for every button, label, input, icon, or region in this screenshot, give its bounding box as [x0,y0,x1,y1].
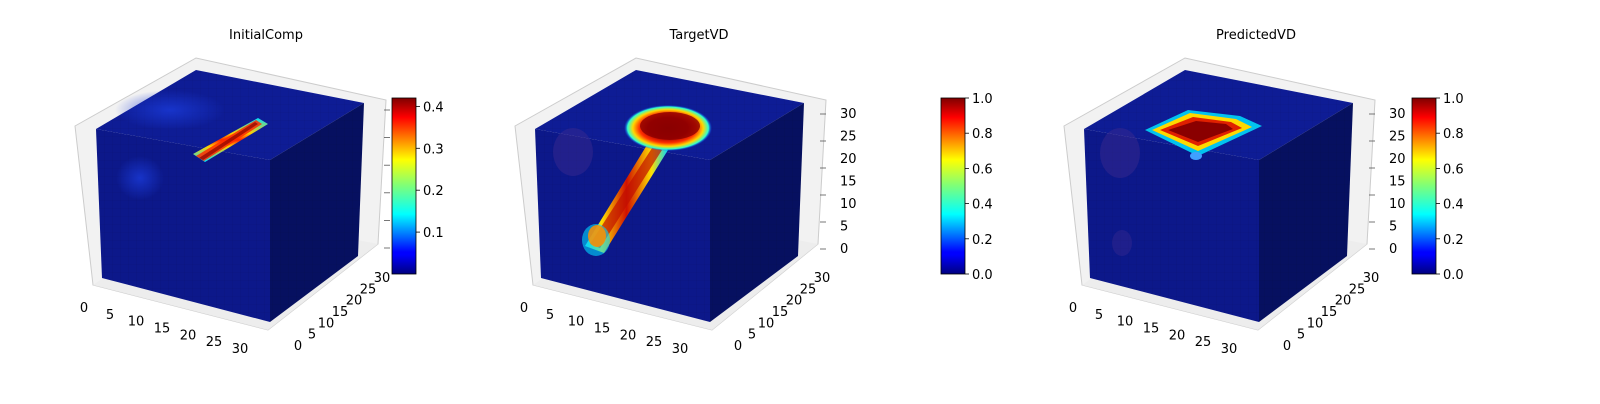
y-tick-label: 25 [1349,282,1366,297]
x-tick-label: 20 [1169,328,1186,343]
z-tick-label: 10 [840,197,857,212]
x-tick-label: 25 [206,335,223,350]
chart-title: TargetVD [668,28,728,43]
y-tick-label: 10 [318,316,335,331]
z-tick-label: 30 [1389,107,1406,122]
y-tick-label: 15 [332,305,349,320]
volume-region [1145,110,1262,160]
z-tick-label: 5 [840,220,848,235]
colorbar-tick-label: 0.8 [1443,127,1464,142]
volume-region [582,105,712,256]
colorbar-tick-label: 0.2 [423,184,444,199]
x-tick-label: 30 [1221,342,1238,357]
x-tick-label: 10 [568,315,585,330]
colorbar [940,97,966,275]
y-tick-label: 15 [1321,305,1338,320]
y-tick-label: 5 [748,328,756,343]
colorbar-tick-label: 0.2 [972,233,993,248]
y-tick-label: 20 [1335,294,1352,309]
z-tick-label: 30 [840,107,857,122]
x-tick-label: 20 [180,328,197,343]
colorbar-tick-label: 0.4 [1443,198,1464,213]
y-tick-label: 30 [814,271,831,286]
y-tick-label: 15 [772,305,789,320]
z-tick-label: 10 [1389,197,1406,212]
x-tick-label: 15 [154,322,171,337]
colorbar-tick-label: 0.2 [1443,233,1464,248]
x-tick-label: 25 [646,335,663,350]
x-tick-label: 10 [1117,315,1134,330]
y-tick-label: 5 [308,328,316,343]
y-tick-label: 30 [1363,271,1380,286]
z-tick-label: 0 [1389,242,1397,257]
x-tick-label: 5 [106,308,114,323]
z-tick-label: 20 [1389,152,1406,167]
colorbar-tick-label: 0.8 [972,127,993,142]
x-tick-label: 15 [594,322,611,337]
y-tick-label: 20 [786,294,803,309]
colorbar-tick-label: 0.6 [1443,162,1464,177]
x-tick-label: 30 [232,342,249,357]
y-tick-label: 0 [734,339,742,354]
x-tick-label: 0 [520,301,528,316]
y-tick-label: 10 [758,316,775,331]
x-tick-label: 10 [128,315,145,330]
colorbar-tick-label: 0.4 [972,198,993,213]
chart-title: PredictedVD [1216,28,1296,43]
x-tick-label: 5 [1095,308,1103,323]
colorbar-tick-label: 0.1 [423,226,444,241]
z-tick-label: 0 [840,242,848,257]
x-tick-label: 5 [546,308,554,323]
chart-title: InitialComp [229,28,303,43]
y-tick-label: 0 [294,339,302,354]
z-tick-label: 5 [1389,220,1397,235]
z-tick-label: 15 [1389,175,1406,190]
colorbar-tick-label: 1.0 [972,92,993,107]
colorbar-tick-label: 0.0 [1443,268,1464,283]
colorbar [391,97,417,275]
colorbar-tick-label: 0.0 [972,268,993,283]
y-tick-label: 20 [346,294,363,309]
y-tick-label: 5 [1297,328,1305,343]
y-tick-label: 0 [1283,339,1291,354]
y-tick-label: 10 [1307,316,1324,331]
z-tick-label: 25 [1389,130,1406,145]
x-tick-label: 0 [80,301,88,316]
z-tick-label: 25 [840,130,857,145]
colorbar-tick-label: 0.6 [972,162,993,177]
colorbar [1411,97,1437,275]
y-tick-label: 25 [360,282,377,297]
x-tick-label: 0 [1069,301,1077,316]
colorbar-tick-label: 1.0 [1443,92,1464,107]
colorbar-tick-label: 0.4 [423,100,444,115]
z-tick-label: 15 [840,175,857,190]
z-tick-label: 20 [840,152,857,167]
x-tick-label: 30 [672,342,689,357]
y-tick-label: 30 [374,271,391,286]
y-tick-label: 25 [800,282,817,297]
x-tick-label: 20 [620,328,637,343]
colorbar-tick-label: 0.3 [423,142,444,157]
x-tick-label: 25 [1195,335,1212,350]
x-tick-label: 15 [1143,322,1160,337]
